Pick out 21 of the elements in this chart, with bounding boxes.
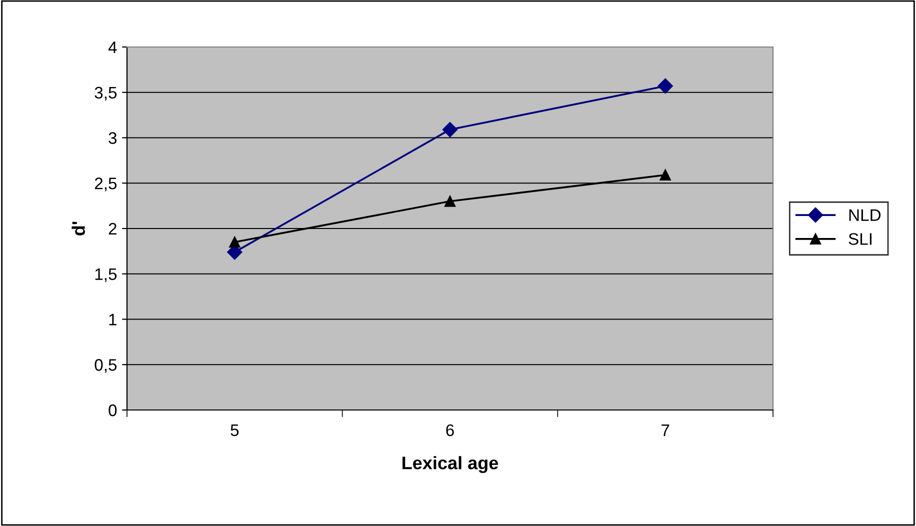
y-axis-title: d' (72, 222, 85, 236)
x-tick-label: 6 (446, 424, 454, 436)
x-tick-label: 5 (230, 424, 239, 436)
point (229, 236, 240, 248)
x-tick-label: 7 (662, 424, 670, 436)
y-tick-label: 1 (109, 314, 116, 326)
legend-label: SLI (848, 233, 872, 245)
y-tick-label: 2 (108, 222, 116, 235)
point (660, 169, 671, 181)
y-tick-label: 2,5 (94, 178, 117, 192)
y-tick-label: 0,5 (94, 359, 117, 373)
y-tick-label: 1,5 (95, 268, 117, 282)
point (444, 196, 456, 207)
legend-label: NLD (849, 209, 881, 221)
y-tick-label: 4 (108, 42, 117, 54)
y-tick-label: 3 (108, 132, 117, 144)
y-tick-label: 0 (108, 404, 117, 416)
x-axis-title: Lexical age (402, 456, 498, 473)
point (658, 78, 673, 94)
y-tick-label: 3,5 (94, 86, 117, 101)
point (442, 122, 458, 138)
